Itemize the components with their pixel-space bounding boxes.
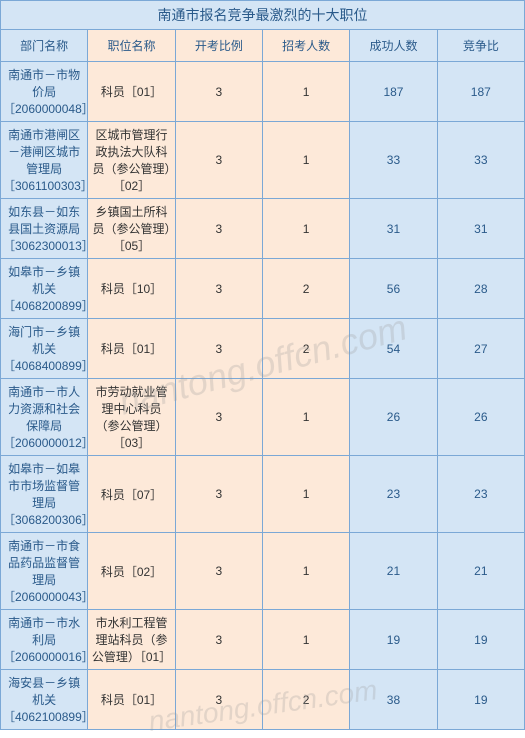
cell-ratio: 3: [175, 533, 262, 610]
header-ratio: 开考比例: [175, 30, 262, 62]
cell-compete: 33: [437, 122, 524, 199]
table-row: 南通市港闸区－港闸区城市管理局 ［3061100303］区城市管理行政执法大队科…: [1, 122, 525, 199]
table-row: 如皋市－如皋市市场监督管理局 ［3068200306］科员［07］312323: [1, 456, 525, 533]
cell-dept: 南通市－市水利局 ［2060000016］: [1, 610, 88, 670]
cell-ratio: 3: [175, 259, 262, 319]
cell-position: 科员［01］: [88, 670, 175, 730]
cell-dept: 南通市－市人力资源和社会保障局 ［2060000012］: [1, 379, 88, 456]
cell-success: 21: [350, 533, 437, 610]
cell-dept: 海安县－乡镇机关 ［4062100899］: [1, 670, 88, 730]
cell-recruit: 1: [262, 379, 349, 456]
cell-ratio: 3: [175, 122, 262, 199]
cell-ratio: 3: [175, 670, 262, 730]
cell-success: 33: [350, 122, 437, 199]
cell-compete: 26: [437, 379, 524, 456]
cell-compete: 23: [437, 456, 524, 533]
table-row: 南通市－市人力资源和社会保障局 ［2060000012］市劳动就业管理中心科员（…: [1, 379, 525, 456]
competition-table: 南通市报名竞争最激烈的十大职位 部门名称 职位名称 开考比例 招考人数 成功人数…: [0, 0, 525, 730]
cell-compete: 187: [437, 62, 524, 122]
cell-success: 38: [350, 670, 437, 730]
table-row: 海安县－乡镇机关 ［4062100899］科员［01］323819: [1, 670, 525, 730]
cell-recruit: 1: [262, 533, 349, 610]
cell-success: 23: [350, 456, 437, 533]
cell-compete: 19: [437, 610, 524, 670]
table-body: 南通市－市物价局 ［2060000048］科员［01］31187187南通市港闸…: [1, 62, 525, 730]
table-row: 海门市－乡镇机关 ［4068400899］科员［01］325427: [1, 319, 525, 379]
cell-ratio: 3: [175, 610, 262, 670]
cell-ratio: 3: [175, 319, 262, 379]
cell-position: 市水利工程管理站科员（参公管理）［01］: [88, 610, 175, 670]
cell-dept: 南通市－市食品药品监督管理局 ［2060000043］: [1, 533, 88, 610]
cell-position: 科员［01］: [88, 319, 175, 379]
cell-recruit: 2: [262, 319, 349, 379]
cell-ratio: 3: [175, 379, 262, 456]
cell-ratio: 3: [175, 62, 262, 122]
cell-dept: 如皋市－如皋市市场监督管理局 ［3068200306］: [1, 456, 88, 533]
cell-compete: 31: [437, 199, 524, 259]
header-success: 成功人数: [350, 30, 437, 62]
cell-success: 19: [350, 610, 437, 670]
cell-recruit: 1: [262, 610, 349, 670]
cell-position: 科员［01］: [88, 62, 175, 122]
header-dept: 部门名称: [1, 30, 88, 62]
cell-compete: 27: [437, 319, 524, 379]
cell-recruit: 2: [262, 259, 349, 319]
cell-success: 56: [350, 259, 437, 319]
table-row: 如皋市－乡镇机关 ［4068200899］科员［10］325628: [1, 259, 525, 319]
table-row: 南通市－市食品药品监督管理局 ［2060000043］科员［02］312121: [1, 533, 525, 610]
cell-compete: 19: [437, 670, 524, 730]
cell-dept: 海门市－乡镇机关 ［4068400899］: [1, 319, 88, 379]
header-recruit: 招考人数: [262, 30, 349, 62]
cell-success: 187: [350, 62, 437, 122]
cell-compete: 28: [437, 259, 524, 319]
cell-recruit: 2: [262, 670, 349, 730]
cell-dept: 南通市－市物价局 ［2060000048］: [1, 62, 88, 122]
cell-recruit: 1: [262, 199, 349, 259]
cell-ratio: 3: [175, 199, 262, 259]
cell-position: 科员［10］: [88, 259, 175, 319]
cell-position: 市劳动就业管理中心科员（参公管理）［03］: [88, 379, 175, 456]
cell-position: 乡镇国土所科员（参公管理）［05］: [88, 199, 175, 259]
cell-ratio: 3: [175, 456, 262, 533]
table-row: 南通市－市水利局 ［2060000016］市水利工程管理站科员（参公管理）［01…: [1, 610, 525, 670]
cell-recruit: 1: [262, 62, 349, 122]
header-compete: 竞争比: [437, 30, 524, 62]
cell-position: 区城市管理行政执法大队科员（参公管理）［02］: [88, 122, 175, 199]
cell-recruit: 1: [262, 122, 349, 199]
cell-success: 26: [350, 379, 437, 456]
cell-dept: 如皋市－乡镇机关 ［4068200899］: [1, 259, 88, 319]
cell-success: 54: [350, 319, 437, 379]
table-row: 南通市－市物价局 ［2060000048］科员［01］31187187: [1, 62, 525, 122]
header-position: 职位名称: [88, 30, 175, 62]
cell-recruit: 1: [262, 456, 349, 533]
table-title: 南通市报名竞争最激烈的十大职位: [1, 1, 525, 30]
cell-dept: 南通市港闸区－港闸区城市管理局 ［3061100303］: [1, 122, 88, 199]
cell-position: 科员［07］: [88, 456, 175, 533]
cell-compete: 21: [437, 533, 524, 610]
cell-position: 科员［02］: [88, 533, 175, 610]
table-row: 如东县－如东县国土资源局 ［3062300013］乡镇国土所科员（参公管理）［0…: [1, 199, 525, 259]
cell-dept: 如东县－如东县国土资源局 ［3062300013］: [1, 199, 88, 259]
cell-success: 31: [350, 199, 437, 259]
